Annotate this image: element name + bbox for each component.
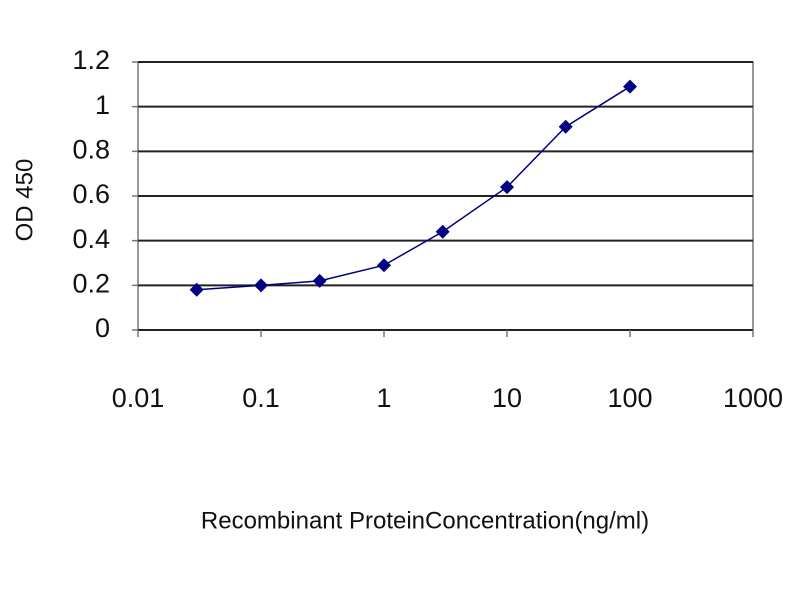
data-point [558, 119, 573, 134]
data-point [312, 273, 327, 288]
data-point [189, 282, 204, 297]
y-tick-label: 0 [95, 313, 110, 343]
y-tick-label: 0.4 [72, 224, 110, 254]
data-point [500, 180, 514, 195]
y-tick-label: 0.8 [72, 134, 110, 164]
data-point [435, 224, 450, 239]
data-point [377, 258, 391, 273]
x-tick-label: 0.1 [242, 383, 280, 413]
y-axis-title: OD 450 [11, 159, 38, 242]
y-tick-label: 0.6 [72, 179, 110, 209]
x-tick-label: 100 [607, 383, 652, 413]
y-tick-label: 1 [95, 90, 110, 120]
x-tick-label: 1 [376, 383, 391, 413]
data-line [196, 85, 631, 291]
x-tick-label: 10 [492, 383, 522, 413]
x-tick-label: 0.01 [112, 383, 165, 413]
x-tick-label: 1000 [723, 383, 783, 413]
x-axis-title: Recombinant ProteinConcentration(ng/ml) [201, 507, 649, 534]
data-point [254, 278, 268, 293]
y-tick-label: 1.2 [72, 45, 110, 75]
data-point [623, 79, 637, 94]
y-tick-label: 0.2 [72, 268, 110, 298]
